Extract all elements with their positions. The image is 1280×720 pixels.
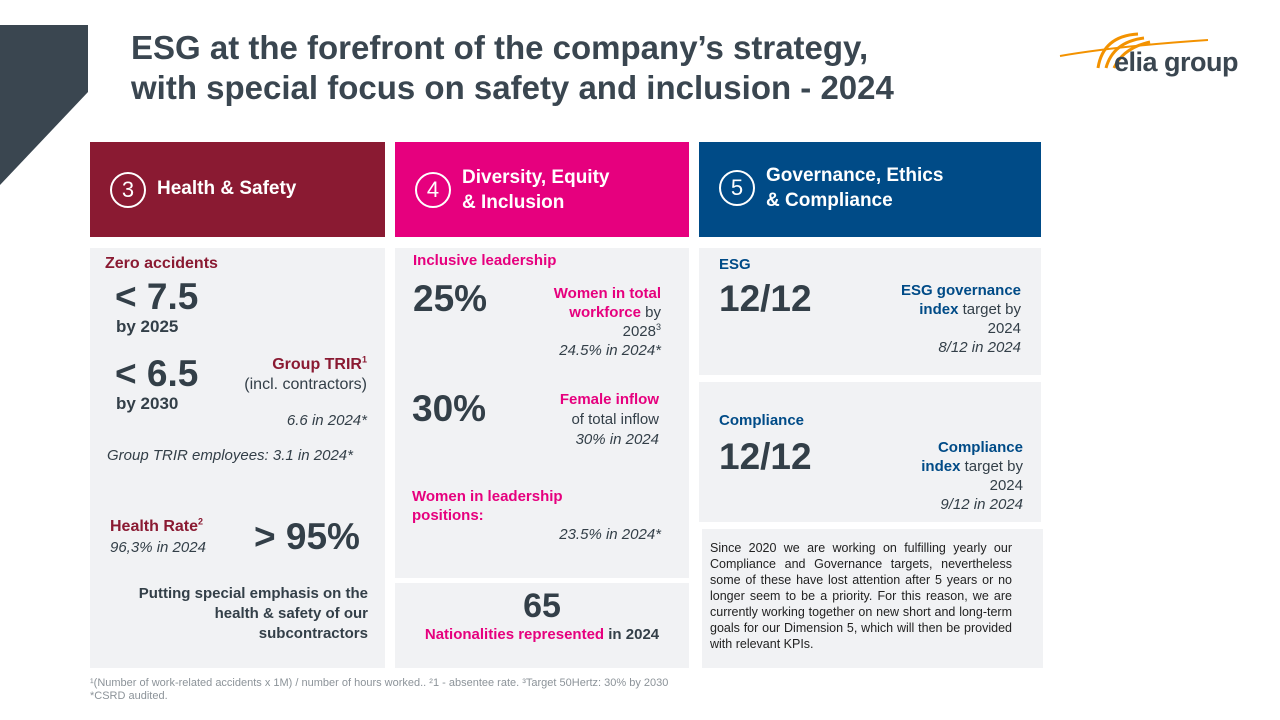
governance-paragraph: Since 2020 we are working on fulfilling … [710, 541, 1012, 651]
nationalities-label: Nationalities represented in 2024 [424, 626, 660, 643]
trir-sup: 1 [361, 354, 367, 365]
zero-accidents-label: Zero accidents [105, 255, 218, 272]
pillar-number-4: 4 [415, 172, 451, 208]
footnote-line-2: *CSRD audited. [90, 690, 168, 702]
title-line-1: ESG at the forefront of the company’s st… [131, 29, 869, 66]
footnotes: ¹(Number of work-related accidents x 1M)… [90, 677, 668, 703]
header-diversity: 4 Diversity, Equity & Inclusion [395, 142, 689, 237]
target-2025-value: < 7.5 [115, 276, 199, 317]
esg-value: 12/12 [719, 278, 812, 319]
header-diversity-label: Diversity, Equity & Inclusion [462, 165, 609, 215]
female-inflow-value: 30% [412, 388, 487, 429]
header-diversity-line-2: & Inclusion [462, 192, 565, 213]
female-inflow-block: Female inflow of total inflow 30% in 202… [560, 390, 659, 450]
diversity-panel: Inclusive leadership 25% Women in total … [395, 248, 689, 578]
nationalities-panel: 65 Nationalities represented in 2024 [395, 583, 689, 668]
compliance-actual: 9/12 in 2024 [940, 496, 1023, 513]
target-2030-value: < 6.5 [115, 353, 199, 394]
title-line-2: with special focus on safety and inclusi… [131, 69, 894, 106]
footnote-line-1: ¹(Number of work-related accidents x 1M)… [90, 677, 669, 689]
target-2025-year: by 2025 [116, 317, 179, 336]
subcontractor-emphasis: Putting special emphasis on the health &… [138, 585, 368, 642]
corner-decoration [0, 25, 88, 185]
women-leadership-actual: 23.5% in 2024* [559, 526, 661, 543]
female-inflow-label: Female inflow [559, 391, 659, 408]
women-total-actual: 24.5% in 2024* [559, 342, 661, 359]
trir-label: Group TRIR [272, 356, 362, 373]
pillar-number-5: 5 [719, 170, 755, 206]
trir-incl: (incl. contractors) [244, 376, 367, 393]
trir-employees: Group TRIR employees: 3.1 in 2024* [107, 447, 353, 464]
governance-note-panel: Since 2020 we are working on fulfilling … [702, 529, 1043, 668]
esg-actual: 8/12 in 2024 [938, 339, 1021, 356]
logo-text: elia group [1114, 47, 1239, 77]
nationalities-value: 65 [523, 587, 561, 625]
health-rate-actual: 96,3% in 2024 [110, 539, 206, 556]
esg-panel: ESG 12/12 ESG governance index target by… [699, 248, 1041, 375]
compliance-value: 12/12 [719, 436, 812, 477]
elia-logo-icon [1059, 32, 1209, 69]
trir-actual: 6.6 in 2024* [286, 412, 367, 429]
health-safety-panel: Zero accidents < 7.5 by 2025 < 6.5 by 20… [90, 248, 385, 668]
header-governance-line-2: & Compliance [766, 190, 893, 211]
header-health-label: Health & Safety [157, 178, 297, 199]
health-rate-label: Health Rate2 [110, 516, 204, 535]
esg-label: ESG [719, 256, 751, 273]
health-rate-value: > 95% [254, 516, 360, 557]
header-health-safety: 3 Health & Safety [90, 142, 385, 237]
women-leadership-label: Women in leadership positions: [412, 488, 563, 524]
compliance-index-block: Compliance index target by 2024 9/12 in … [921, 439, 1023, 513]
female-inflow-of: of total inflow [571, 411, 659, 428]
header-governance-line-1: Governance, Ethics [766, 165, 944, 186]
esg-index-block: ESG governance index target by 2024 8/12… [900, 282, 1021, 356]
women-total-block: Women in total workforce by 20283 24.5% … [553, 285, 661, 359]
pillar-number-3: 3 [110, 172, 146, 208]
header-diversity-line-1: Diversity, Equity [462, 167, 610, 188]
compliance-panel: Compliance 12/12 Compliance index target… [699, 382, 1041, 522]
women-total-value: 25% [413, 278, 488, 319]
trir-block: Group TRIR1 (incl. contractors) [207, 354, 367, 394]
inclusive-leadership-label: Inclusive leadership [413, 252, 557, 269]
header-governance: 5 Governance, Ethics & Compliance [699, 142, 1041, 237]
compliance-label: Compliance [719, 412, 805, 429]
target-2030-year: by 2030 [116, 394, 179, 413]
female-inflow-actual: 30% in 2024 [575, 431, 659, 448]
page-title: ESG at the forefront of the company’s st… [131, 28, 1031, 108]
header-governance-label: Governance, Ethics & Compliance [766, 163, 943, 213]
women-total-line-1: Women in total [553, 285, 661, 302]
